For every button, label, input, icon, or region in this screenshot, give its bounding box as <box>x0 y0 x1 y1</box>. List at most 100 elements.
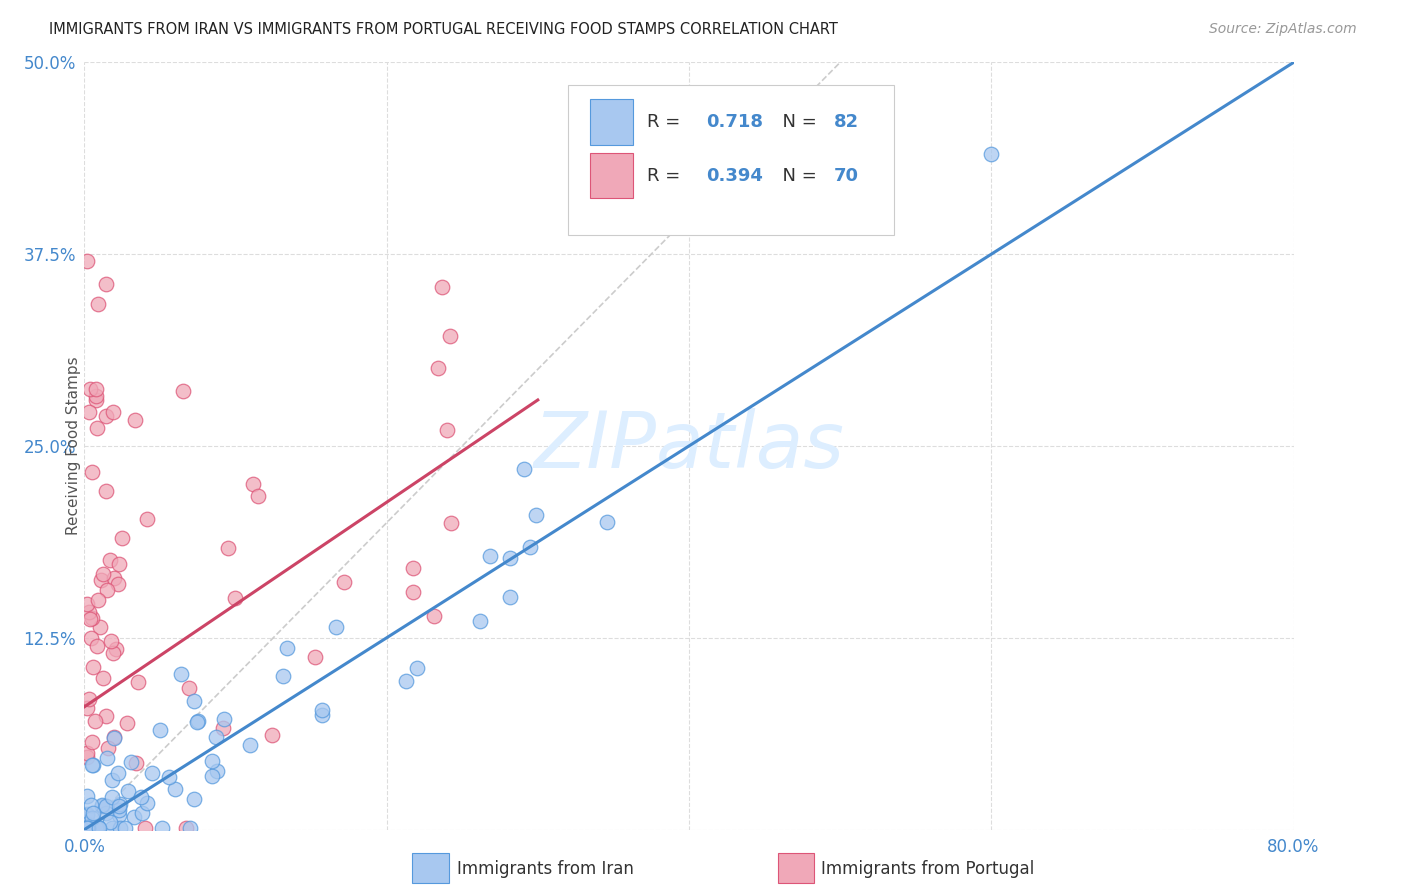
Point <box>205 730 228 744</box>
Point <box>87 297 110 311</box>
Point <box>179 821 201 835</box>
Point <box>276 640 298 655</box>
Point <box>304 650 326 665</box>
Point <box>311 703 333 717</box>
Point <box>76 806 98 821</box>
Point <box>79 382 101 396</box>
Point <box>94 805 117 820</box>
Point <box>82 659 104 673</box>
Point <box>98 815 121 830</box>
Point <box>440 516 463 531</box>
Point <box>107 766 129 780</box>
Point <box>170 667 193 681</box>
Text: IMMIGRANTS FROM IRAN VS IMMIGRANTS FROM PORTUGAL RECEIVING FOOD STAMPS CORRELATI: IMMIGRANTS FROM IRAN VS IMMIGRANTS FROM … <box>49 22 838 37</box>
Point <box>77 819 100 833</box>
Point <box>84 821 107 835</box>
Point <box>108 797 131 811</box>
Point <box>127 675 149 690</box>
Text: 70: 70 <box>834 167 859 185</box>
Point <box>87 821 110 835</box>
Point <box>498 590 520 604</box>
Point <box>87 593 110 607</box>
Point <box>134 821 156 835</box>
Point <box>111 532 134 546</box>
Point <box>524 508 547 523</box>
Point <box>96 583 118 598</box>
Point <box>596 515 619 529</box>
Point <box>79 405 101 419</box>
Point <box>311 708 333 723</box>
Point <box>108 808 131 822</box>
Point <box>217 541 239 556</box>
Point <box>512 462 534 476</box>
Point <box>76 598 98 612</box>
Point <box>84 392 107 407</box>
Point <box>125 756 148 771</box>
Point <box>79 612 101 626</box>
Text: ZIPatlas: ZIPatlas <box>533 408 845 484</box>
Point <box>87 820 110 834</box>
Point <box>80 821 103 835</box>
Point <box>80 821 103 835</box>
Point <box>141 766 163 780</box>
Point <box>402 561 425 575</box>
Point <box>201 754 224 768</box>
Text: 0.394: 0.394 <box>706 167 762 185</box>
Point <box>333 574 356 589</box>
Point <box>82 611 104 625</box>
Point <box>201 769 224 783</box>
Point <box>101 646 124 660</box>
Point <box>183 791 205 805</box>
Text: 0.718: 0.718 <box>706 113 763 131</box>
Point <box>124 413 146 427</box>
Point <box>100 821 122 835</box>
Point <box>186 714 208 729</box>
Point <box>82 758 104 772</box>
Point <box>439 329 461 343</box>
Point <box>271 669 294 683</box>
Point <box>101 789 124 804</box>
Point <box>80 757 103 772</box>
Text: Immigrants from Portugal: Immigrants from Portugal <box>821 860 1035 878</box>
Point <box>86 639 108 653</box>
Point <box>242 476 264 491</box>
Point <box>103 730 125 744</box>
Point <box>187 714 209 728</box>
Point <box>94 709 117 723</box>
Point <box>76 808 98 822</box>
Text: N =: N = <box>770 113 823 131</box>
Point <box>84 714 107 728</box>
Point <box>122 810 145 824</box>
Point <box>108 557 131 571</box>
Point <box>77 692 100 706</box>
Point <box>80 798 103 813</box>
Point <box>105 642 128 657</box>
Point <box>76 253 98 268</box>
Point <box>325 620 347 634</box>
Point <box>103 731 125 746</box>
Point <box>82 805 104 820</box>
Point <box>93 566 115 581</box>
FancyBboxPatch shape <box>568 86 894 235</box>
Point <box>980 147 1002 161</box>
Point <box>152 821 174 835</box>
Point <box>84 382 107 396</box>
Text: R =: R = <box>647 113 686 131</box>
Point <box>86 821 108 835</box>
Point <box>98 552 121 566</box>
Point <box>177 681 200 695</box>
Point <box>172 384 194 398</box>
Point <box>91 798 114 813</box>
Point <box>101 773 124 788</box>
Point <box>80 821 103 835</box>
Point <box>96 798 118 813</box>
Point <box>470 614 492 628</box>
Point <box>174 821 197 835</box>
Point <box>76 701 98 715</box>
FancyBboxPatch shape <box>589 153 633 198</box>
Point <box>436 423 458 437</box>
Point <box>77 821 100 835</box>
Point <box>76 821 98 835</box>
Point <box>135 512 157 526</box>
Point <box>402 585 425 599</box>
